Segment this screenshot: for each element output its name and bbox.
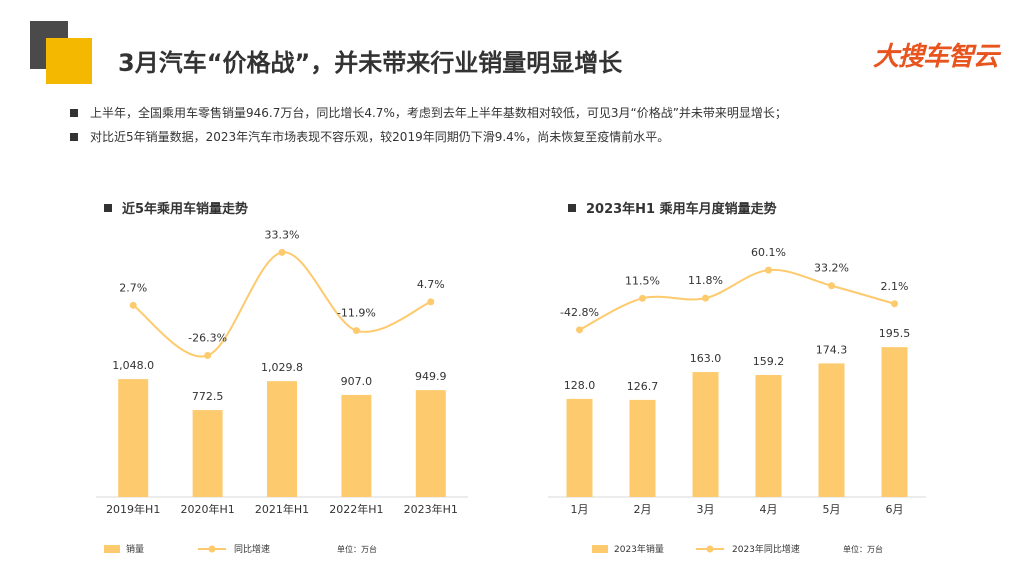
unit-note: 单位：万台 [337, 544, 377, 554]
bullet-square-icon [70, 109, 78, 117]
growth-value-label: -42.8% [560, 306, 599, 319]
growth-point [891, 300, 898, 308]
x-tick-label: 2022年H1 [329, 502, 383, 516]
growth-point [828, 282, 835, 290]
bar-value-label: 195.5 [879, 327, 911, 340]
bullet-text: 上半年，全国乘用车零售销量946.7万台，同比增长4.7%，考虑到去年上半年基数… [90, 106, 787, 120]
bullet-item: 对比近5年销量数据，2023年汽车市场表现不容乐观，较2019年同期仍下滑9.4… [70, 129, 970, 153]
logo-yellow-square [46, 38, 92, 84]
bar-value-label: 949.9 [415, 370, 447, 383]
legend-line-marker [706, 545, 714, 553]
growth-point [204, 351, 212, 359]
x-tick-label: 2019年H1 [106, 502, 160, 516]
growth-value-label: -26.3% [188, 331, 227, 344]
growth-value-label: -11.9% [337, 307, 376, 320]
bullet-square-icon [70, 133, 78, 141]
x-tick-label: 2020年H1 [180, 502, 234, 516]
growth-point [427, 298, 435, 306]
legend-bar-label: 2023年销量 [614, 543, 664, 555]
bar [818, 363, 845, 497]
x-tick-label: 1月 [571, 503, 589, 516]
bar [118, 379, 149, 497]
bar-value-label: 126.7 [627, 380, 659, 393]
bar [267, 381, 297, 497]
chart-title-annual: 近5年乘用车销量走势 [104, 198, 248, 217]
bar-value-label: 907.0 [341, 375, 373, 388]
growth-value-label: 33.2% [814, 262, 849, 275]
bullet-text: 对比近5年销量数据，2023年汽车市场表现不容乐观，较2019年同期仍下滑9.4… [90, 130, 670, 144]
growth-point [639, 294, 646, 302]
legend-bar-swatch [592, 545, 608, 553]
bar [629, 399, 656, 497]
x-tick-label: 2月 [634, 503, 652, 516]
bar [341, 394, 372, 497]
x-tick-label: 4月 [760, 503, 778, 516]
growth-value-label: 11.5% [625, 274, 660, 287]
title-square-icon [568, 204, 576, 212]
bar-value-label: 163.0 [690, 352, 722, 365]
bar [192, 410, 223, 497]
growth-value-label: 2.1% [881, 280, 909, 293]
growth-point [278, 248, 286, 256]
growth-value-label: 33.3% [265, 228, 300, 241]
legend-bar-label: 销量 [126, 543, 144, 555]
title-square-icon [104, 204, 112, 212]
growth-value-label: 4.7% [417, 278, 445, 291]
page-title: 3月汽车“价格战”，并未带来行业销量明显增长 [118, 49, 623, 77]
brand-logo: 大搜车智云 [872, 42, 999, 72]
x-tick-label: 3月 [697, 503, 715, 516]
legend-line-label: 2023年同比增速 [732, 543, 800, 555]
legend-bar-swatch [104, 545, 120, 553]
growth-value-label: 2.7% [119, 281, 147, 294]
legend-line-label: 同比增速 [234, 543, 270, 555]
bar-value-label: 1,029.8 [261, 361, 303, 374]
x-tick-label: 2021年H1 [255, 502, 309, 516]
x-tick-label: 5月 [823, 503, 841, 516]
x-tick-label: 6月 [886, 503, 904, 516]
growth-point [129, 301, 137, 309]
growth-line [579, 268, 895, 331]
growth-point [576, 326, 583, 334]
bar [755, 374, 782, 497]
growth-value-label: 11.8% [688, 274, 723, 287]
bullet-list: 上半年，全国乘用车零售销量946.7万台，同比增长4.7%，考虑到去年上半年基数… [70, 105, 970, 153]
unit-note: 单位：万台 [843, 544, 883, 554]
x-tick-label: 2023年H1 [404, 502, 458, 516]
bar-value-label: 174.3 [816, 343, 848, 356]
bar-value-label: 159.2 [753, 355, 785, 368]
growth-point [765, 266, 772, 274]
legend-line-marker [208, 545, 216, 553]
bar-value-label: 772.5 [192, 390, 224, 403]
growth-point [352, 327, 360, 335]
growth-point [702, 294, 709, 302]
bar [881, 347, 908, 497]
bar [415, 390, 446, 497]
chart-title-monthly: 2023年H1 乘用车月度销量走势 [568, 198, 777, 217]
growth-value-label: 60.1% [751, 246, 786, 259]
bullet-item: 上半年，全国乘用车零售销量946.7万台，同比增长4.7%，考虑到去年上半年基数… [70, 105, 970, 129]
bar-value-label: 1,048.0 [112, 359, 154, 372]
bar [566, 398, 593, 497]
chart-title-text: 近5年乘用车销量走势 [122, 202, 249, 217]
chart-title-text: 2023年H1 乘用车月度销量走势 [586, 202, 777, 217]
bar-value-label: 128.0 [564, 379, 596, 392]
bar [692, 372, 719, 497]
